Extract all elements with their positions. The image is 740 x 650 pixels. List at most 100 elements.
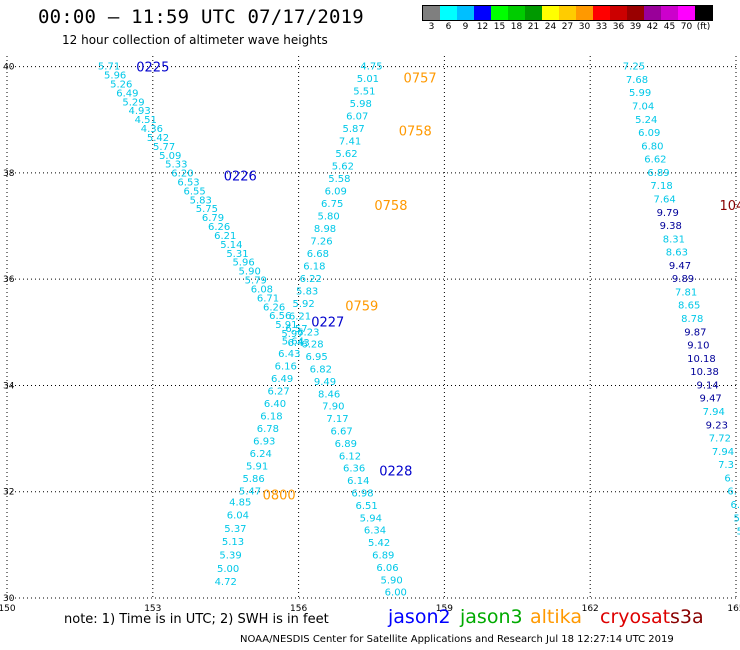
footer-note: note: 1) Time is in UTC; 2) SWH is in fe… — [64, 612, 329, 627]
wave-height-value: 5.80 — [317, 212, 339, 223]
wave-height-value: 8.63 — [666, 248, 688, 259]
altimeter-passes: 5.715.965.266.495.294.934.514.365.425.77… — [98, 62, 740, 599]
satellite-label-cryosat: cryosat — [600, 606, 671, 628]
wave-height-value: 6.80 — [641, 141, 663, 152]
wave-height-value: 5.39 — [219, 550, 241, 561]
wave-height-value: 5.62 — [335, 149, 357, 160]
wave-height-value: 9.47 — [669, 261, 691, 272]
altimeter-pass: 4.755.015.515.986.075.877.415.625.625.58… — [239, 62, 383, 498]
wave-height-value: 6.62 — [644, 155, 666, 166]
legend-label: 27 — [561, 22, 574, 32]
legend-swatch — [542, 6, 559, 20]
wave-height-value: 4.51 — [135, 115, 157, 126]
legend-label: 9 — [462, 22, 469, 32]
legend-swatch — [440, 6, 457, 20]
wave-height-value: 5.24 — [635, 115, 657, 126]
wave-height-value: 6.20 — [171, 169, 193, 180]
legend-label: 24 — [544, 22, 557, 32]
wave-height-value: 6.93 — [253, 437, 275, 448]
wave-height-value: 9.89 — [672, 274, 694, 285]
wave-height-value: 5.42 — [147, 133, 169, 144]
wave-height-value: 6.43 — [287, 338, 309, 349]
wave-height-value: 7.04 — [632, 101, 654, 112]
wave-height-value: 9.10 — [687, 341, 709, 352]
pass-time-label: 0227 — [311, 316, 344, 331]
lon-tick-label: 153 — [144, 604, 161, 614]
legend-swatch — [491, 6, 508, 20]
legend-swatch — [474, 6, 491, 20]
wave-height-value: 6.00 — [385, 588, 407, 599]
satellite-label-altika: altika — [530, 606, 582, 628]
wave-height-value: 7.41 — [339, 137, 361, 148]
wave-height-value: 7.68 — [626, 75, 648, 86]
wave-height-value: 6.06 — [376, 563, 398, 574]
wave-height-value: 7.94 — [712, 447, 734, 458]
wave-height-value: 5.00 — [217, 564, 239, 575]
wave-height-value: 6.89 — [335, 439, 357, 450]
wave-height-value: 5.26 — [110, 79, 132, 90]
legend-label: 21 — [527, 22, 540, 32]
lon-tick-label: 162 — [582, 604, 599, 614]
wave-height-value: 6.67 — [331, 427, 353, 438]
legend-label: 12 — [476, 22, 489, 32]
legend-swatch — [457, 6, 474, 20]
legend-label: (ft) — [696, 22, 711, 32]
altimeter-pass: 7.25 7.68 5.99 7.04 5.24 6.09 6.80 6.62 6.89 7.18… — [623, 62, 740, 551]
lon-tick-label: 165 — [727, 604, 740, 614]
legend-swatch — [525, 6, 542, 20]
wave-height-value: 5.58 — [328, 174, 350, 185]
wave-height-value: 5.94 — [360, 513, 382, 524]
lon-tick-label: 156 — [290, 604, 307, 614]
wave-height-value: 7.72 — [709, 434, 731, 445]
wave-height-value: 6.12 — [339, 451, 361, 462]
lat-tick-label: 34 — [3, 381, 15, 391]
wave-height-value: 6.23 — [297, 327, 319, 338]
wave-height-value: 7.90 — [322, 402, 344, 413]
wave-height-value: 5.64 — [282, 337, 304, 348]
lat-tick-label: 32 — [3, 488, 14, 498]
page-title: 00:00 – 11:59 UTC 07/17/2019 — [38, 6, 364, 28]
wave-height-value: 7.26 — [310, 237, 332, 248]
wave-height-value: 5.91 — [275, 320, 297, 331]
wave-height-value: 6.09 — [638, 128, 660, 139]
satellite-label-jason2: jason2 — [388, 606, 451, 628]
legend-swatch — [593, 6, 610, 20]
wave-height-value: 6.09 — [325, 187, 347, 198]
wave-height-value: 6.98 — [351, 488, 373, 499]
legend-label: 15 — [493, 22, 506, 32]
wave-height-value: 5.51 — [353, 87, 375, 98]
pass-time-label: 0759 — [345, 300, 378, 315]
legend-label: 36 — [612, 22, 625, 32]
wave-height-value: 5.86 — [242, 474, 264, 485]
wave-height-value: 5.96 — [232, 258, 254, 269]
wave-height-value: 8.31 — [663, 234, 685, 245]
wave-height-value: 6.95 — [306, 352, 328, 363]
wave-height-value: 7.17 — [326, 414, 348, 425]
page-subtitle: 12 hour collection of altimeter wave hei… — [62, 33, 328, 47]
wave-height-value: 5.09 — [159, 151, 181, 162]
wave-height-value: 5.91 — [246, 462, 268, 473]
wave-height-value: 6.36 — [343, 464, 365, 475]
wave-height-value: 6.18 — [303, 262, 325, 273]
wave-height-value: 6.24 — [250, 449, 272, 460]
wave-height-value: 5.92 — [292, 299, 314, 310]
wave-height-value: 6. — [727, 487, 737, 498]
footer-credit: NOAA/NESDIS Center for Satellite Applica… — [240, 634, 674, 645]
pass-time-label: 0758 — [399, 124, 432, 139]
legend-swatch — [661, 6, 678, 20]
wave-height-value: 5.79 — [245, 276, 267, 287]
wave-height-value: 7.64 — [654, 194, 676, 205]
legend-label: 33 — [595, 22, 608, 32]
altimeter-pass: 6.236.286.956.829.498.467.907.176.676.89… — [297, 327, 407, 598]
pass-time-label: 0228 — [379, 464, 412, 479]
wave-height-value: 9.38 — [660, 221, 682, 232]
pass-time-labels: 0225 0226 0227 0228 0757 0758 0758 0759 0800 1040 — [136, 61, 740, 504]
wave-height-value: 5.62 — [332, 162, 354, 173]
legend-swatch — [559, 6, 576, 20]
wave-height-value: 5.97 — [281, 329, 303, 340]
wave-height-value: 5.87 — [342, 124, 364, 135]
wave-height-value: 5.37 — [224, 524, 246, 535]
legend-label: 45 — [663, 22, 676, 32]
pass-time-label: 0800 — [263, 488, 296, 503]
